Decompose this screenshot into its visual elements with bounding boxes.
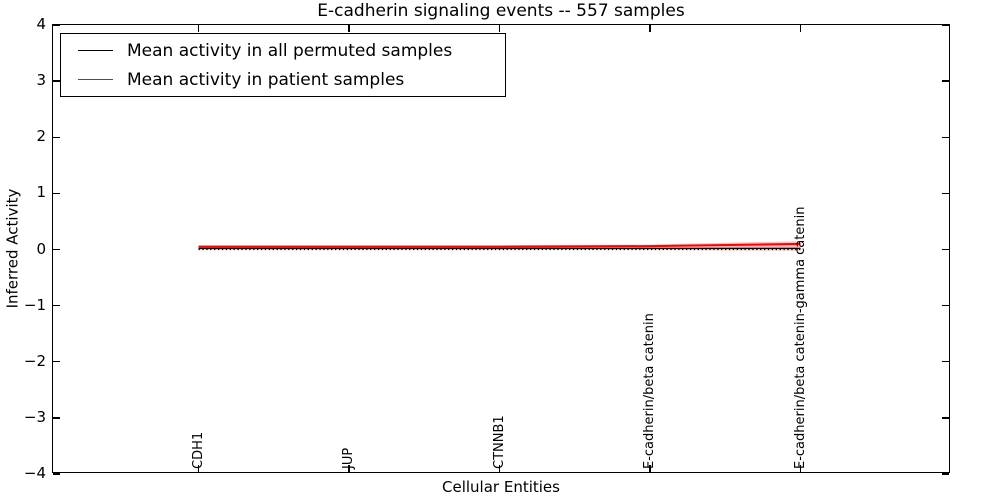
- y-tick-right: [942, 304, 949, 307]
- y-tick-label: 3: [36, 71, 46, 90]
- y-tick-label: 2: [36, 127, 46, 146]
- entity-label: E-cadherin/beta catenin: [642, 313, 657, 469]
- x-tick-bottom: [649, 465, 651, 472]
- y-tick-right: [942, 136, 949, 138]
- y-tick-label: −1: [23, 295, 46, 314]
- y-tick-left: [53, 417, 60, 419]
- entity-label: E-cadherin/beta catenin-gamma catenin: [792, 206, 808, 469]
- x-tick-bottom: [348, 465, 350, 472]
- legend-label-patient: Mean activity in patient samples: [127, 69, 405, 90]
- x-tick-top: [348, 25, 350, 32]
- y-tick-right: [942, 417, 949, 419]
- y-tick-right: [942, 24, 949, 26]
- y-tick-right: [942, 473, 949, 475]
- entity-label: JUP: [341, 447, 356, 469]
- entity-label: CDH1: [190, 431, 206, 469]
- x-tick-top: [799, 25, 802, 32]
- y-tick-left: [53, 192, 60, 195]
- y-tick-left: [53, 361, 60, 363]
- y-tick-left: [53, 24, 60, 26]
- y-tick-left: [53, 136, 60, 138]
- x-tick-top: [197, 25, 200, 32]
- y-tick-right: [942, 192, 949, 195]
- y-tick-right: [942, 361, 949, 363]
- x-tick-bottom: [197, 465, 200, 472]
- legend: Mean activity in all permuted samples Me…: [60, 33, 506, 97]
- series-line-1: [198, 242, 801, 248]
- y-tick-right: [942, 248, 949, 251]
- y-tick-left: [53, 473, 60, 475]
- y-tick-label: 4: [36, 15, 46, 33]
- legend-entry-permuted: Mean activity in all permuted samples: [61, 39, 505, 63]
- y-tick-right: [942, 80, 949, 82]
- x-axis-label: Cellular Entities: [442, 478, 560, 496]
- x-tick-top: [649, 25, 651, 32]
- y-tick-label: −4: [23, 464, 46, 482]
- chart-title: E-cadherin signaling events -- 557 sampl…: [317, 1, 685, 21]
- legend-entry-patient: Mean activity in patient samples: [61, 68, 505, 92]
- y-tick-left: [53, 248, 60, 251]
- y-tick-label: −2: [23, 351, 46, 370]
- y-tick-label: 1: [36, 183, 46, 202]
- y-tick-left: [53, 80, 60, 82]
- legend-line-patient-icon: [78, 79, 113, 80]
- y-tick-label: −3: [23, 407, 46, 426]
- legend-line-permuted-icon: [78, 50, 113, 51]
- plot-svg: [198, 241, 801, 251]
- x-tick-bottom: [498, 465, 501, 472]
- y-tick-label: 0: [36, 239, 46, 258]
- plot-area: Mean activity in all permuted samples Me…: [52, 24, 950, 475]
- x-tick-bottom: [799, 465, 802, 472]
- entity-label: CTNNB1: [491, 415, 507, 469]
- legend-label-permuted: Mean activity in all permuted samples: [127, 40, 453, 61]
- y-tick-left: [53, 304, 60, 307]
- x-tick-top: [498, 25, 501, 32]
